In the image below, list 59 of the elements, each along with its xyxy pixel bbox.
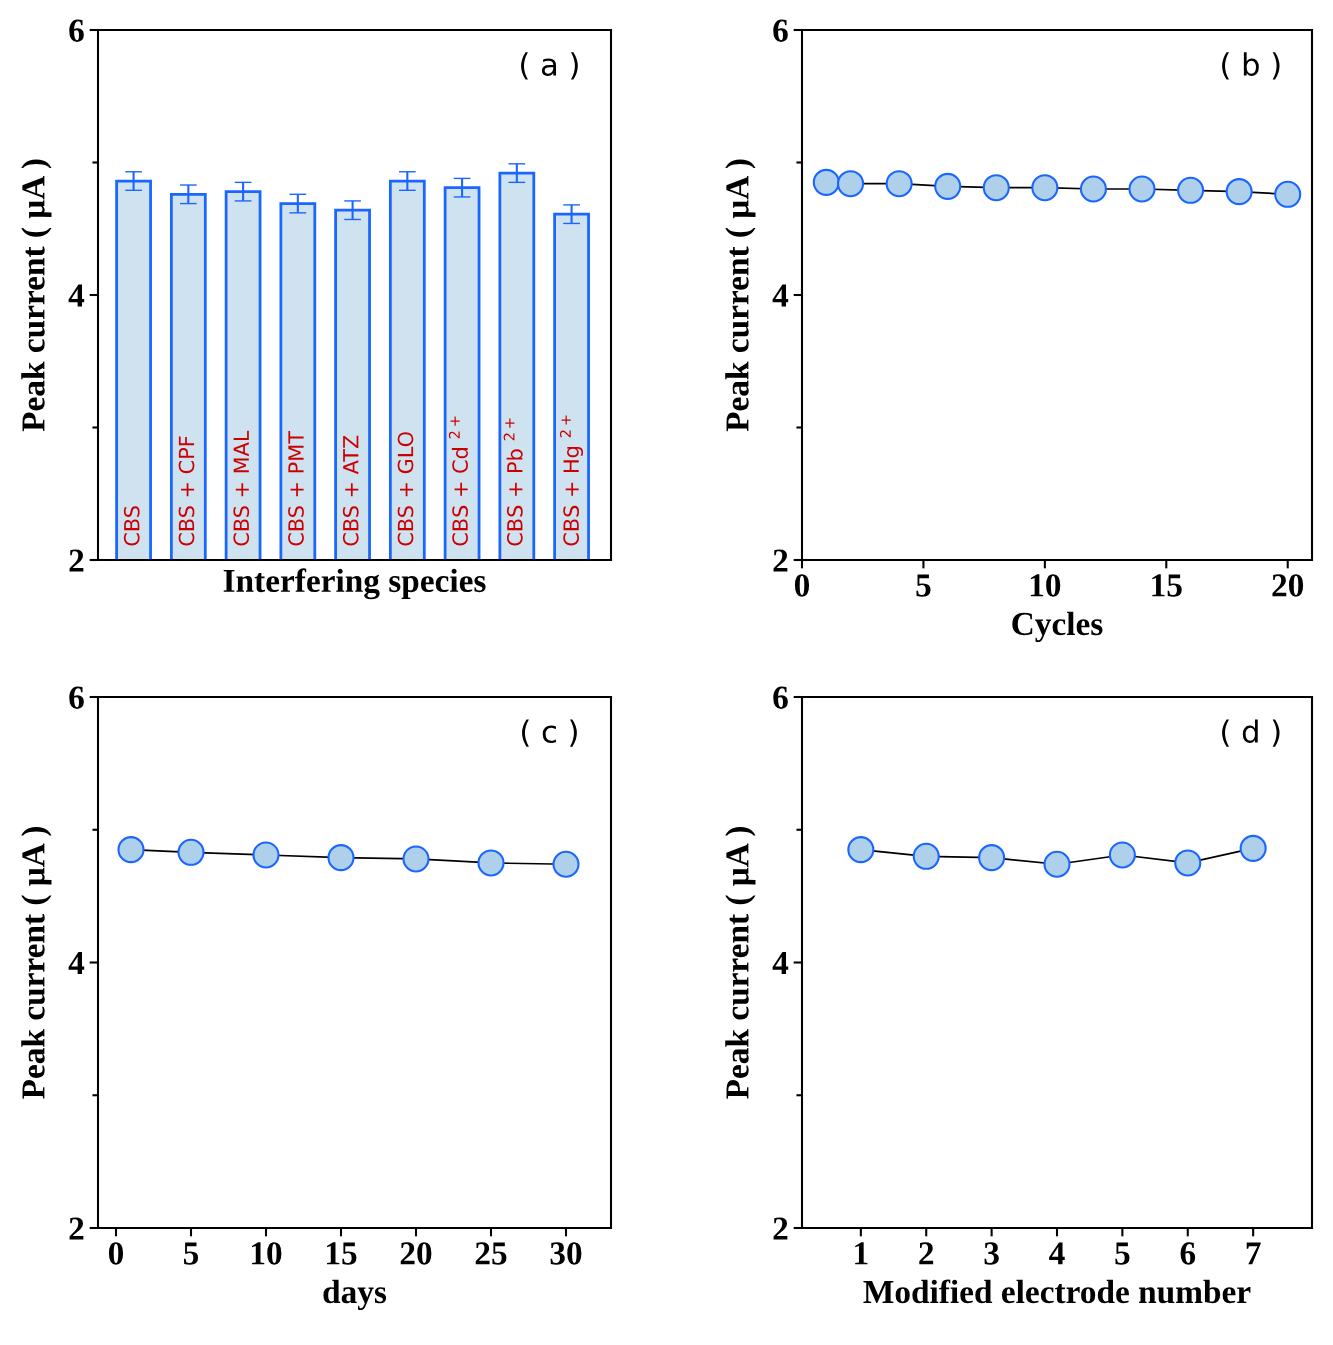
x-tick-label: CBS [123, 506, 140, 546]
x-tick-label: 10 [1030, 574, 1061, 597]
y-tick-label: 6 [773, 19, 788, 42]
y-axis-title: Peak current ( μA ) [21, 159, 52, 432]
x-tick-label: 0 [108, 1242, 124, 1265]
annotation: ( a ) [521, 52, 578, 80]
x-tick-label: 7 [1246, 1242, 1261, 1265]
point [1043, 850, 1071, 878]
x-axis-title: Cycles [1012, 611, 1103, 643]
point [912, 842, 940, 870]
y-tick-label: 2 [69, 549, 84, 572]
x-tick-label: CBS + Pb $^{2+}$ [503, 418, 523, 546]
x-tick-label: 10 [252, 1242, 282, 1265]
x-tick-label: CBS + GLO [397, 432, 414, 546]
x-tick-label: 2 [919, 1242, 934, 1265]
x-tick-label: 20 [1272, 574, 1304, 597]
x-tick-label: 6 [1180, 1242, 1196, 1265]
x-tick-label: 20 [400, 1242, 432, 1265]
x-tick-label: CBS + Hg $^{2+}$ [559, 415, 584, 546]
x-tick-label: CBS + Cd $^{2+}$ [448, 416, 468, 546]
y-tick-label: 2 [69, 1217, 84, 1240]
x-tick-label: 3 [984, 1242, 999, 1265]
x-tick-label: 30 [550, 1242, 582, 1265]
x-tick-label: CBS + PMT [288, 431, 304, 546]
y-axis-title: Peak current ( μA ) [21, 827, 52, 1099]
annotation: ( d ) [1222, 719, 1280, 747]
x-tick-label: CBS + MAL [233, 430, 250, 546]
y-axis-title: Peak current ( μA ) [725, 159, 756, 432]
x-tick-label: 15 [1152, 574, 1182, 597]
point [847, 836, 875, 864]
y-tick-label: 4 [772, 952, 789, 975]
y-tick-label: 6 [69, 19, 84, 42]
point [1174, 849, 1202, 877]
x-axis-title: Modified electrode number [863, 1279, 1251, 1304]
annotation: ( b ) [1222, 52, 1280, 80]
x-axis-title: days [323, 1279, 387, 1311]
x-tick-label: 5 [916, 574, 931, 597]
x-tick-label: 25 [475, 1242, 507, 1265]
x-tick-label: 5 [184, 1242, 199, 1265]
y-tick-label: 4 [772, 284, 789, 307]
x-axis-title: Interfering species [223, 568, 486, 600]
y-tick-label: 2 [773, 549, 788, 572]
x-tick-label: 15 [327, 1242, 357, 1265]
annotation: ( c ) [522, 719, 577, 747]
x-tick-label: 1 [855, 1242, 868, 1265]
point [1108, 841, 1136, 869]
y-axis-title: Peak current ( μA ) [725, 827, 756, 1099]
y-tick-label: 6 [69, 686, 84, 709]
point [978, 844, 1006, 872]
x-tick-label: CBS + ATZ [342, 435, 359, 546]
x-tick-label: CBS + CPF [178, 436, 195, 546]
x-tick-label: 0 [794, 574, 810, 597]
x-tick-label: 4 [1049, 1242, 1065, 1265]
y-tick-label: 6 [773, 686, 788, 709]
y-tick-label: 4 [68, 952, 85, 975]
point [1239, 834, 1267, 862]
y-tick-label: 2 [773, 1217, 788, 1240]
y-tick-label: 4 [68, 284, 85, 307]
x-tick-label: 5 [1115, 1242, 1130, 1265]
